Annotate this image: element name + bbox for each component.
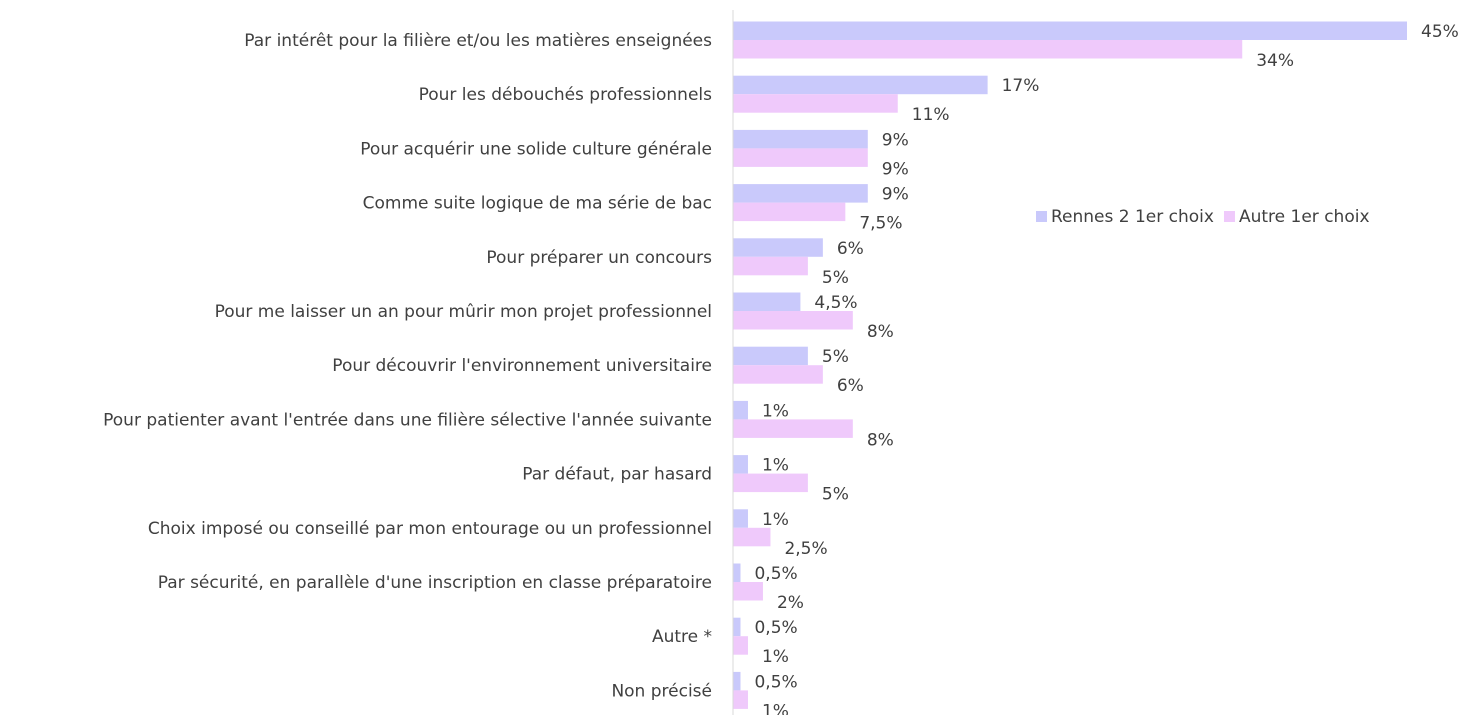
bar: [733, 365, 823, 384]
bar: [733, 311, 853, 330]
bar: [733, 636, 748, 655]
bar: [733, 256, 808, 276]
value-label: 0,5%: [754, 564, 797, 584]
category-label: Pour préparer un concours: [486, 248, 712, 268]
bar: [733, 75, 988, 95]
bar: [733, 527, 771, 547]
bar: [733, 292, 801, 311]
category-label: Par intérêt pour la filière et/ou les ma…: [244, 31, 712, 51]
value-label: 5%: [822, 268, 849, 288]
value-label: 0,5%: [754, 618, 797, 638]
value-label: 8%: [867, 430, 894, 450]
bar: [733, 563, 741, 582]
legend-swatch: [1223, 211, 1235, 222]
value-label: 4,5%: [814, 293, 857, 313]
value-label: 6%: [837, 376, 864, 396]
value-label: 0,5%: [754, 672, 797, 692]
bar: [733, 94, 898, 113]
category-label: Pour patienter avant l'entrée dans une f…: [103, 410, 712, 430]
value-label: 9%: [882, 185, 909, 205]
bar: [733, 617, 741, 637]
value-label: 1%: [762, 401, 789, 421]
legend-label: Rennes 2 1er choix: [1051, 207, 1214, 227]
value-label: 8%: [867, 322, 894, 342]
bar: [733, 419, 853, 438]
bar: [733, 690, 748, 709]
bar: [733, 40, 1243, 59]
value-label: 1%: [762, 647, 789, 667]
value-label: 2,5%: [784, 539, 827, 559]
value-label: 9%: [882, 130, 909, 150]
value-label: 1%: [762, 701, 789, 715]
bar: [733, 184, 868, 203]
value-label: 1%: [762, 510, 789, 530]
value-label: 9%: [882, 159, 909, 179]
category-label: Comme suite logique de ma série de bac: [363, 194, 712, 214]
bar: [733, 238, 823, 257]
category-label: Pour me laisser un an pour mûrir mon pro…: [215, 302, 712, 322]
category-label: Par défaut, par hasard: [522, 465, 712, 485]
bar: [733, 582, 763, 601]
category-label: Autre *: [652, 627, 712, 647]
category-label: Non précisé: [611, 681, 712, 701]
value-label: 5%: [822, 485, 849, 505]
bar: [733, 21, 1407, 40]
bar: [733, 509, 748, 528]
value-label: 11%: [912, 105, 950, 125]
value-label: 17%: [1002, 76, 1040, 96]
value-label: 2%: [777, 593, 804, 613]
category-label: Pour acquérir une solide culture général…: [360, 139, 712, 159]
bar: [733, 671, 741, 691]
category-label: Pour découvrir l'environnement universit…: [332, 356, 712, 376]
category-label: Pour les débouchés professionnels: [419, 85, 713, 105]
value-label: 1%: [762, 456, 789, 476]
legend-label: Autre 1er choix: [1239, 207, 1370, 227]
value-label: 6%: [837, 239, 864, 259]
value-label: 7,5%: [859, 214, 902, 234]
bar: [733, 455, 748, 474]
legend-swatch: [1036, 211, 1047, 222]
bar: [733, 346, 808, 366]
value-label: 45%: [1421, 22, 1459, 42]
category-label: Par sécurité, en parallèle d'une inscrip…: [158, 573, 712, 593]
bar: [733, 400, 748, 420]
bar: [733, 129, 868, 149]
value-label: 5%: [822, 347, 849, 367]
category-label: Choix imposé ou conseillé par mon entour…: [148, 519, 712, 539]
value-label: 34%: [1256, 51, 1294, 71]
bar: [733, 473, 808, 493]
bar: [733, 148, 868, 167]
bar: [733, 202, 846, 222]
